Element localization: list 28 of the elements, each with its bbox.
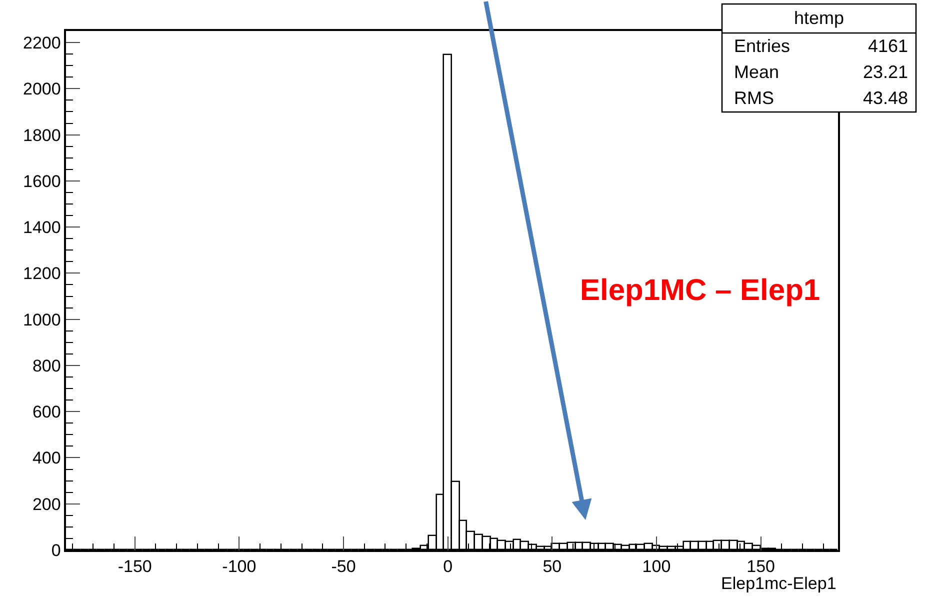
text: htemp (794, 8, 844, 28)
y-tick-label: 1400 (23, 218, 61, 238)
annotation: Entries (734, 36, 790, 56)
y-tick-label: 2200 (23, 33, 61, 52)
text: 4161 (868, 36, 908, 56)
y-tick-label: 1200 (23, 264, 61, 284)
annotation: Mean (734, 62, 780, 82)
x-tick-label: 100 (642, 557, 671, 576)
y-tick-label: 400 (32, 448, 61, 468)
y-tick-label: 1600 (23, 172, 61, 191)
x-tick-label: 0 (443, 557, 453, 576)
x-tick-label: -100 (222, 557, 256, 576)
x-tick-label: -150 (118, 557, 152, 576)
y-tick-label: 1000 (23, 310, 61, 330)
x-tick-label: 150 (746, 557, 775, 576)
y-tick-label: 600 (32, 402, 61, 422)
y-tick-label: 1800 (23, 126, 61, 145)
annotation: RMS (734, 88, 774, 108)
x-axis-title: Elep1mc-Elep1 (721, 574, 836, 593)
x-tick-label: 50 (542, 557, 562, 576)
y-tick-label: 800 (32, 356, 61, 376)
text: 43.48 (863, 88, 908, 108)
x-tick-label: -50 (331, 557, 356, 576)
text: 23.21 (863, 62, 908, 82)
annotation: Elep1MC – Elep1 (580, 274, 820, 307)
y-tick-label: 200 (32, 494, 61, 514)
y-tick-label: 0 (51, 540, 61, 560)
y-tick-label: 2000 (23, 80, 61, 99)
